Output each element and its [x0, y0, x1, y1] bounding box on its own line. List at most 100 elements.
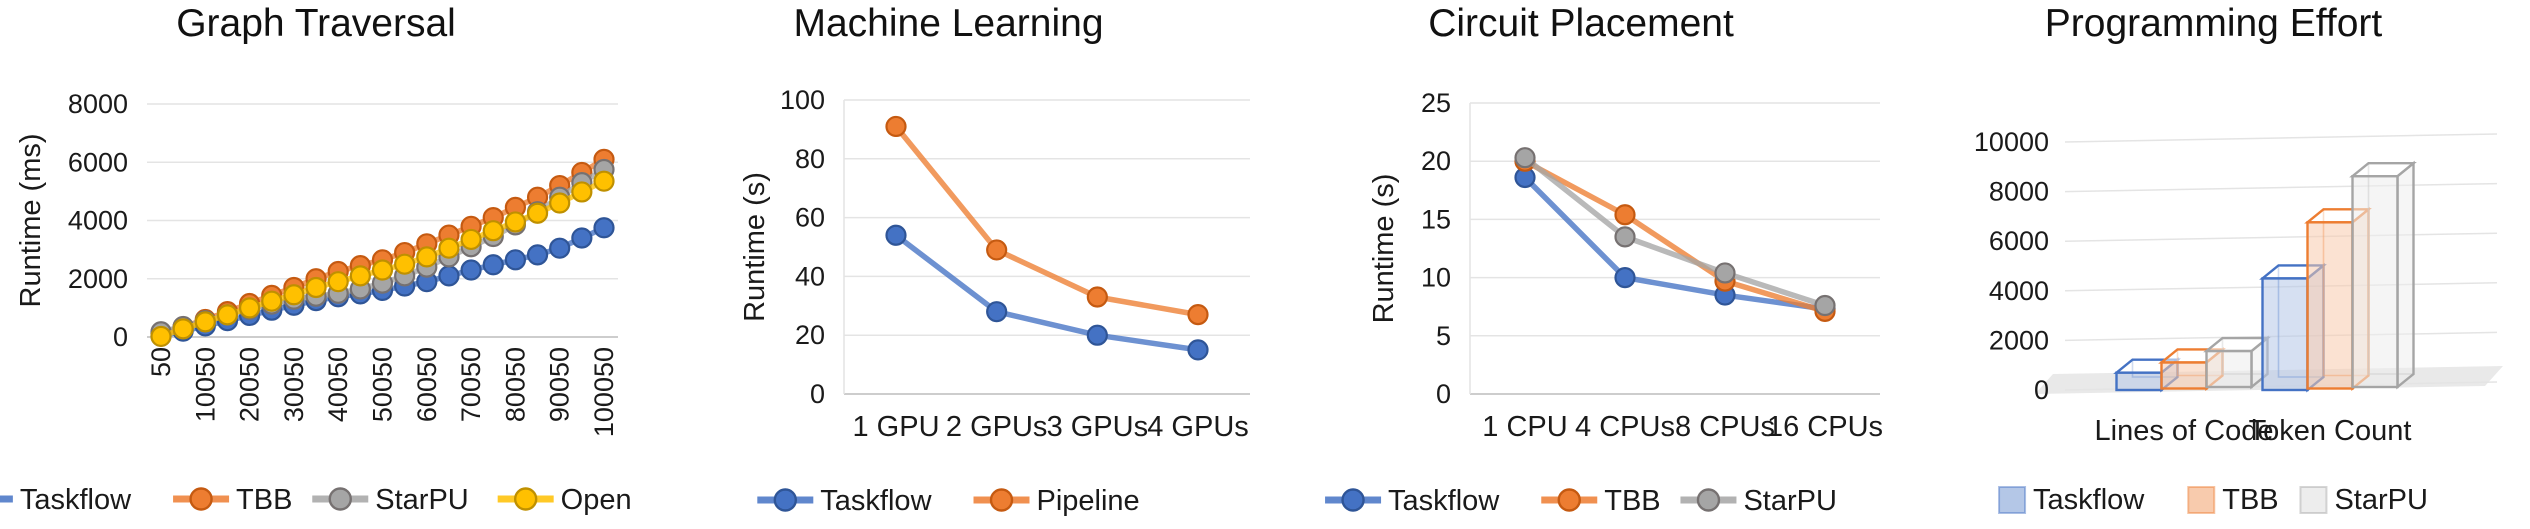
legend-label: Taskflow [820, 485, 932, 517]
bar-starpu-lines-of-code [2203, 335, 2271, 390]
series-line-starpu [1523, 155, 1826, 309]
y-tick-label: 0 [810, 379, 825, 409]
legend-label: StarPU [375, 484, 468, 516]
data-point-openmp [571, 181, 593, 203]
data-point-pipeline [986, 239, 1008, 261]
data-point-openmp [526, 202, 549, 224]
x-tick-label: 4 CPUs [1575, 411, 1675, 443]
data-point-taskflow [1187, 339, 1209, 361]
x-tick-label: 20050 [235, 347, 265, 422]
gridline [2064, 133, 2498, 143]
y-tick-label: 0 [1436, 379, 1451, 409]
data-point-openmp [216, 304, 239, 326]
x-category-label: Lines of Code [2095, 415, 2274, 447]
legend-marker-circle-icon [328, 487, 352, 511]
series-line-tbb [1523, 158, 1826, 314]
x-tick-label: 100050 [589, 347, 619, 437]
legend-marker-circle-icon [1696, 488, 1721, 512]
legend-label: OpenMP [561, 484, 632, 516]
legend-label: StarPU [1743, 485, 1836, 517]
data-point-openmp [194, 311, 216, 333]
legend-swatch-icon [1998, 486, 2027, 514]
data-point-openmp [416, 246, 438, 268]
legend-label: Taskflow [2033, 484, 2145, 516]
chart-title-circuit-placement: Circuit Placement [1428, 2, 1734, 45]
gridline [2064, 182, 2498, 193]
chart-panel-graph-traversal: Graph Traversal 0 2000 4000 6000 8000 Runtime… [0, 0, 632, 529]
data-point-openmp [261, 290, 283, 312]
data-point-starpu [1714, 262, 1736, 284]
series-line-taskflow [894, 233, 1199, 353]
data-point-pipeline [1187, 304, 1209, 326]
x-tick-label: 50050 [368, 347, 398, 422]
legend: Taskflow TBB StarPU OpenMP [0, 484, 632, 516]
y-tick-label: 25 [1421, 88, 1451, 118]
data-point-pipeline [885, 115, 907, 138]
chart-panel-circuit-placement: Circuit Placement 0 5 10 15 20 25 Runtime (s) 1… [1265, 0, 1897, 529]
y-tick-label: 20 [1421, 146, 1451, 176]
legend-item-taskflow: Taskflow [1325, 485, 1500, 517]
data-point-openmp [305, 276, 327, 299]
x-tick-label: 3 GPUs [1047, 411, 1149, 443]
graph-traversal-chart: 0 2000 4000 6000 8000 Runtime (ms) 50 10050 2005… [0, 89, 632, 516]
legend-label: Taskflow [20, 484, 132, 516]
y-tick-label: 4000 [1989, 276, 2049, 306]
x-tick-label: 8 CPUs [1675, 411, 1775, 443]
data-point-taskflow [1614, 267, 1636, 289]
legend-marker-circle-icon [773, 488, 798, 512]
data-point-openmp [549, 192, 571, 214]
bar-front-face [2115, 371, 2163, 392]
data-point-openmp [349, 265, 371, 287]
y-tick-label: 10 [1421, 263, 1451, 293]
legend-item-openmp: OpenMP [497, 484, 632, 516]
data-point-openmp [504, 211, 527, 233]
y-tick-label: 40 [795, 261, 825, 291]
data-point-openmp [394, 253, 416, 275]
y-tick-label: 80 [795, 144, 825, 174]
legend-item-tbb: TBB [2187, 484, 2279, 516]
x-tick-label: 1 CPU [1482, 411, 1567, 443]
x-tick-label: 80050 [500, 347, 530, 422]
data-point-openmp [172, 318, 194, 340]
data-point-taskflow [504, 249, 527, 271]
chart-panel-programming-effort: Programming Effort 0 2000 4000 6000 8000 1000… [1897, 0, 2530, 529]
data-point-taskflow [571, 227, 593, 249]
y-axis-title: Runtime (s) [1368, 174, 1400, 324]
legend-marker-circle-icon [513, 487, 538, 511]
data-point-tbb [1614, 204, 1636, 226]
data-point-starpu [1814, 294, 1836, 317]
x-tick-label: 1 GPU [852, 411, 939, 443]
legend-label: StarPU [2334, 484, 2427, 516]
data-point-taskflow [986, 301, 1008, 323]
y-tick-label: 4000 [68, 206, 128, 236]
legend-marker-circle-icon [989, 488, 1014, 512]
legend-item-starpu: StarPU [2299, 484, 2428, 516]
y-tick-label: 0 [2034, 375, 2049, 405]
data-point-openmp [327, 271, 349, 293]
x-tick-label: 50 [146, 347, 176, 377]
chart-panel-machine-learning: Machine Learning 0 20 40 60 80 100 Runtime (s)… [632, 0, 1265, 529]
legend-item-taskflow: Taskflow [1998, 484, 2145, 516]
data-point-taskflow [482, 254, 504, 276]
y-tick-label: 0 [113, 322, 128, 352]
legend-swatch-icon [2187, 486, 2216, 514]
y-axis-title: Runtime (s) [739, 172, 771, 322]
legend-item-tbb: TBB [173, 484, 292, 516]
chart-title-graph-traversal: Graph Traversal [176, 2, 456, 45]
legend-label: TBB [2222, 484, 2278, 516]
legend-swatch-icon [2299, 486, 2328, 514]
legend-item-starpu: StarPU [1680, 485, 1837, 517]
legend-label: Taskflow [1388, 485, 1500, 517]
y-tick-label: 8000 [1989, 177, 2049, 207]
x-tick-label: 40050 [323, 347, 353, 422]
x-category-label: Token Count [2249, 415, 2412, 447]
legend-marker-circle-icon [189, 487, 213, 511]
y-tick-label: 20 [795, 320, 825, 350]
data-point-taskflow [438, 265, 460, 287]
y-tick-label: 5 [1436, 321, 1451, 351]
legend: Taskflow TBB StarPU [1998, 484, 2428, 516]
bar-side-face [2396, 160, 2415, 390]
bar-front-face [2261, 277, 2309, 392]
y-tick-label: 10000 [1974, 127, 2049, 157]
